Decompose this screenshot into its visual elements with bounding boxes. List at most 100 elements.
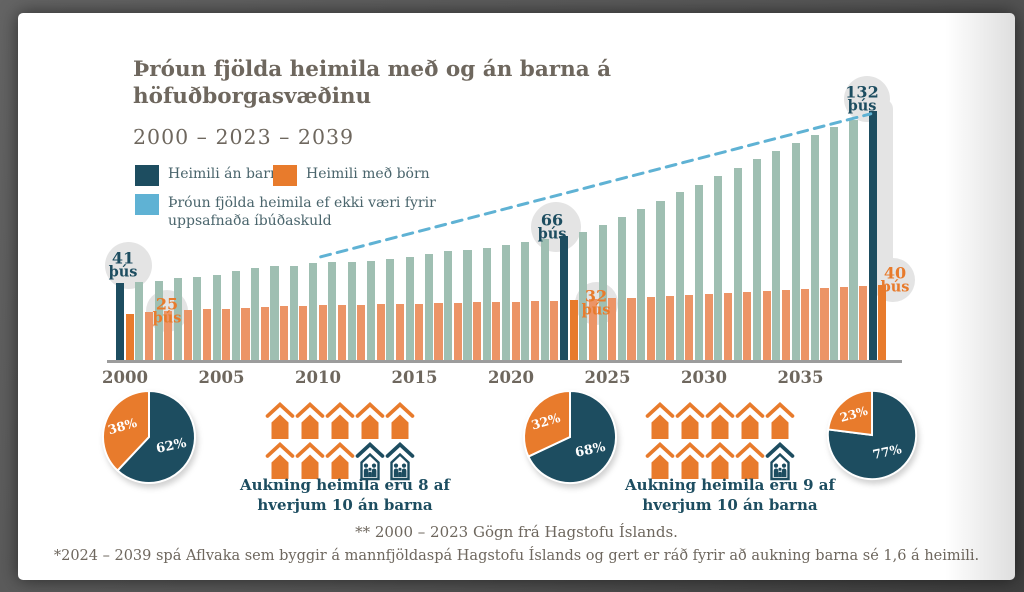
bar-med-born <box>241 307 250 361</box>
pie-chart-2000: 62%38% <box>102 389 196 484</box>
legend-item-med-born: Heimili með börn <box>273 165 430 186</box>
house-cell <box>385 441 415 481</box>
house-icon <box>705 402 735 439</box>
bar-an-barna <box>752 159 762 361</box>
family-house-icon <box>355 442 385 481</box>
house-icon <box>265 402 295 439</box>
house-icon <box>295 402 325 439</box>
house-cell <box>265 441 295 481</box>
x-axis-tick-label: 2000 <box>102 368 148 387</box>
bar-med-born <box>280 306 289 361</box>
x-axis-tick-label: 2020 <box>488 368 534 387</box>
bar-med-born <box>318 305 327 361</box>
bar-med-born <box>820 288 829 361</box>
bar-an-barna <box>733 167 742 361</box>
x-axis-tick-label: 2025 <box>584 368 631 387</box>
bar-med-born <box>299 306 308 361</box>
house-cell <box>645 401 675 441</box>
house-icon <box>735 402 765 439</box>
bar-med-born <box>183 309 192 361</box>
house-cell <box>765 401 795 441</box>
house-icon <box>325 442 355 479</box>
bar-an-barna <box>617 217 626 361</box>
bar-an-barna <box>154 280 163 361</box>
pie-slice <box>523 389 571 458</box>
bar-med-born <box>801 289 810 361</box>
bar-med-born <box>492 302 501 361</box>
bar-an-barna <box>193 276 202 361</box>
house-cell <box>355 441 385 481</box>
bar-an-barna <box>559 235 569 361</box>
bar-an-barna <box>366 260 376 361</box>
house-icon <box>295 442 325 479</box>
house-cell <box>675 441 705 481</box>
bar-an-barna <box>830 127 839 361</box>
legend-item-trend: Þróun fjölda heimila ef ekki væri fyrir … <box>135 194 458 230</box>
x-axis-tick-label: 2035 <box>777 368 824 387</box>
bar-an-barna <box>637 209 646 361</box>
bar-an-barna <box>695 184 704 361</box>
bar-med-born <box>569 300 578 361</box>
bar-med-born <box>511 302 520 361</box>
bar-med-born <box>395 304 404 361</box>
legend-swatch-teal <box>135 165 159 186</box>
bar-med-born <box>376 304 385 361</box>
bar-med-born <box>743 291 752 361</box>
bar-med-born <box>839 287 848 361</box>
house-cell <box>355 401 385 441</box>
house-icon <box>325 402 355 439</box>
house-icon <box>265 442 295 479</box>
legend-label: Heimili án barna <box>168 166 288 182</box>
pie-label-teal: 62% <box>155 436 189 457</box>
pie-slice <box>116 389 196 484</box>
house-cell <box>265 401 295 441</box>
bar-an-barna <box>540 238 549 361</box>
pie-slice <box>827 389 873 437</box>
house-cell <box>325 441 355 481</box>
house-icons-group-2 <box>645 401 795 481</box>
bar-an-barna <box>810 134 819 361</box>
bar-med-born <box>723 292 733 361</box>
bar-med-born <box>878 285 887 361</box>
bar-an-barna <box>502 244 511 361</box>
bar-med-born <box>473 302 482 361</box>
x-axis-tick-label: 2030 <box>681 368 727 387</box>
bar-med-born <box>164 310 173 361</box>
bar-an-barna <box>598 224 607 361</box>
house-icon <box>385 402 415 439</box>
house-cell <box>765 441 795 481</box>
year-range-subtitle: 2000 – 2023 – 2039 <box>133 125 355 149</box>
x-axis-tick-label: 2015 <box>391 368 438 387</box>
annotation-connector-band <box>873 99 893 284</box>
x-axis-tick-label: 2010 <box>295 368 341 387</box>
family-house-icon <box>385 442 415 481</box>
bar-an-barna <box>482 248 491 361</box>
bar-an-barna <box>173 277 183 361</box>
bar-med-born <box>666 295 675 361</box>
bar-an-barna <box>444 251 453 361</box>
bar-med-born <box>781 289 790 361</box>
house-cell <box>295 401 325 441</box>
bar-med-born <box>144 311 154 361</box>
bar-med-born <box>588 299 597 361</box>
house-caption-1: Aukning heimila eru 8 af hverjum 10 án b… <box>215 476 475 515</box>
footnote-1: ** 2000 – 2023 Gögn frá Hagstofu Íslands… <box>355 523 678 541</box>
bar-an-barna <box>849 119 858 361</box>
pie-label-teal: 77% <box>871 441 903 462</box>
bar-an-barna <box>116 283 125 361</box>
bar-med-born <box>357 305 366 361</box>
legend-item-an-barna: Heimili án barna <box>135 165 287 186</box>
pie-slice <box>102 389 150 472</box>
annotation-bubble <box>104 241 152 289</box>
bar-an-barna <box>868 110 877 361</box>
bar-an-barna <box>270 266 279 361</box>
house-cell <box>735 401 765 441</box>
bar-med-born <box>859 286 868 361</box>
bar-an-barna <box>231 271 240 361</box>
infographic-slide: Þróun fjölda heimila með og án barna á h… <box>18 13 1015 580</box>
house-cell <box>645 441 675 481</box>
bar-med-born <box>125 313 134 361</box>
legend-label: Heimili með börn <box>306 166 430 182</box>
bar-med-born <box>530 301 540 361</box>
bar-an-barna <box>772 150 781 361</box>
